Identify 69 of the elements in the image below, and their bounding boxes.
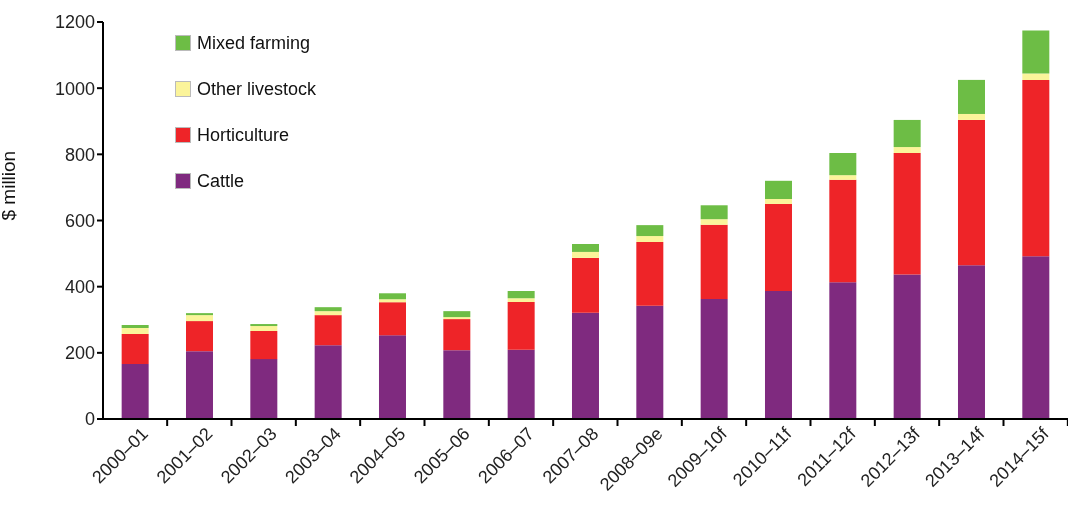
- y-tick-label: 0: [84, 409, 95, 430]
- y-tick-label: 600: [64, 210, 95, 231]
- bar: [957, 79, 985, 114]
- bar: [893, 153, 921, 275]
- bar: [121, 364, 149, 419]
- bar: [1022, 256, 1050, 419]
- bar: [314, 311, 342, 316]
- bar: [764, 203, 792, 291]
- bar: [121, 328, 149, 334]
- bar: [571, 243, 599, 252]
- bar: [829, 153, 857, 176]
- bar: [829, 175, 857, 180]
- bar: [1022, 73, 1050, 80]
- bar: [636, 242, 664, 306]
- bar: [957, 119, 985, 266]
- legend-label: Mixed farming: [197, 32, 311, 54]
- y-tick-label: 400: [64, 277, 95, 298]
- y-tick-label: 1000: [54, 78, 95, 99]
- bar: [443, 350, 471, 419]
- bar: [121, 333, 149, 365]
- bar: [443, 319, 471, 351]
- legend-label: Cattle: [197, 170, 245, 192]
- bar: [764, 199, 792, 204]
- bar: [250, 326, 278, 331]
- bar: [764, 290, 792, 419]
- bar: [700, 224, 728, 299]
- bar: [250, 331, 278, 360]
- bar: [507, 298, 535, 302]
- bar: [314, 307, 342, 312]
- y-tick-label: 800: [64, 144, 95, 165]
- bar: [571, 257, 599, 313]
- bar: [507, 349, 535, 419]
- bar: [1022, 30, 1050, 74]
- bar: [507, 301, 535, 350]
- bar: [700, 219, 728, 225]
- bar: [700, 298, 728, 419]
- y-tick-label: 1200: [54, 12, 95, 33]
- bar: [829, 282, 857, 419]
- bar: [250, 359, 278, 419]
- bar: [378, 293, 406, 300]
- bar: [636, 225, 664, 237]
- bar: [700, 205, 728, 220]
- bar: [185, 315, 213, 322]
- y-axis-title: $ million: [0, 150, 19, 221]
- bar: [185, 321, 213, 352]
- bar: [443, 311, 471, 318]
- bar: [378, 299, 406, 303]
- bar: [571, 312, 599, 419]
- bar: [378, 335, 406, 419]
- bar: [957, 265, 985, 419]
- bar: [507, 290, 535, 299]
- bar: [378, 302, 406, 336]
- legend-label: Horticulture: [197, 124, 290, 146]
- bar: [829, 179, 857, 283]
- bar: [957, 113, 985, 120]
- bar: [893, 147, 921, 154]
- y-tick-label: 200: [64, 343, 95, 364]
- bar: [1022, 79, 1050, 257]
- bar: [121, 325, 149, 329]
- bar: [636, 305, 664, 419]
- bar: [893, 119, 921, 148]
- bar: [314, 315, 342, 346]
- legend-label: Other livestock: [197, 78, 317, 100]
- bar: [185, 351, 213, 419]
- bar: [764, 180, 792, 199]
- bar: [571, 251, 599, 258]
- bar: [314, 345, 342, 419]
- bar: [893, 274, 921, 419]
- bar: [636, 236, 664, 242]
